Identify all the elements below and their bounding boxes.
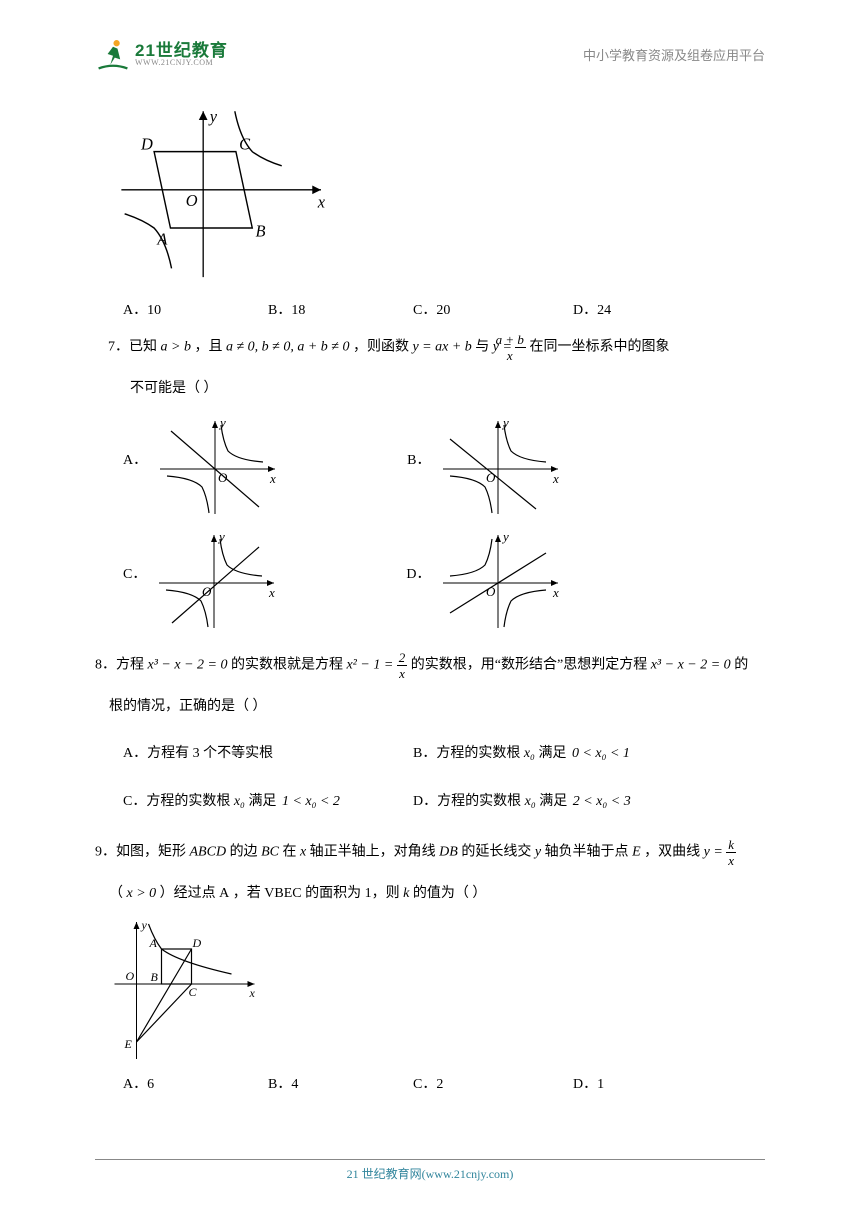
svg-text:A: A	[149, 936, 158, 950]
q9-C: C．2	[413, 1073, 573, 1093]
q6-choice-B: B．18	[268, 299, 413, 319]
label-D: D	[140, 134, 153, 153]
svg-text:y: y	[501, 531, 509, 544]
q8-B: B．方程的实数根 x₀ 满足 0 < x₀ < 1	[413, 739, 630, 770]
q7-eq2n: a + b	[515, 333, 526, 348]
svg-text:C: C	[189, 985, 198, 999]
q9-figure: A D B C E O x y	[109, 916, 765, 1071]
header-right-text: 中小学教育资源及组卷应用平台	[583, 45, 765, 64]
svg-text:y: y	[501, 417, 509, 430]
q7-line2: 不可能是（ ）	[95, 374, 765, 405]
svg-text:y: y	[141, 918, 148, 932]
q8-num: 8．	[95, 658, 116, 673]
q8-C: C．方程的实数根 x₀ 满足 1 < x₀ < 2	[123, 787, 413, 818]
svg-text:O: O	[486, 584, 496, 599]
svg-text:O: O	[126, 969, 135, 983]
q7-t5: 在同一坐标系中的图象	[529, 340, 669, 355]
q7-eq2d: x	[515, 348, 526, 362]
label-x: x	[317, 192, 326, 211]
q8-A: A．方程有 3 个不等实根	[123, 739, 413, 770]
q7-t4: 与	[475, 340, 489, 355]
q7-eq1: y = ax + b	[412, 340, 471, 355]
label-A: A	[156, 229, 168, 248]
q7-B: B．	[407, 446, 430, 477]
q6-choices: A．10 B．18 C．20 D．24	[123, 299, 765, 319]
q7-num: 7．	[108, 340, 129, 355]
svg-text:x: x	[552, 585, 559, 600]
label-C: C	[239, 134, 251, 153]
q7-cond2: a ≠ 0, b ≠ 0, a + b ≠ 0	[226, 340, 350, 355]
svg-text:x: x	[269, 471, 276, 486]
label-y: y	[208, 108, 218, 126]
q7-A: A．	[123, 446, 147, 477]
svg-text:y: y	[217, 531, 225, 544]
q7-fig-C: O x y	[156, 531, 281, 631]
label-O: O	[186, 191, 198, 210]
q6-choice-C: C．20	[413, 299, 573, 319]
svg-text:E: E	[124, 1037, 133, 1051]
svg-text:B: B	[151, 970, 159, 984]
svg-text:y: y	[218, 417, 226, 430]
q9-B: B．4	[268, 1073, 413, 1093]
q9-D: D．1	[573, 1073, 604, 1093]
svg-text:x: x	[552, 471, 559, 486]
svg-text:x: x	[268, 585, 275, 600]
logo-sub-text: WWW.21CNJY.COM	[135, 59, 228, 67]
svg-text:O: O	[218, 470, 228, 485]
q7-t1: 已知	[129, 340, 157, 355]
q7-fig-D: O x y	[440, 531, 565, 631]
svg-text:O: O	[486, 470, 496, 485]
q7-t3: ，则函数	[353, 340, 409, 355]
logo: 21世纪教育 WWW.21CNJY.COM	[95, 36, 228, 72]
q7-t2: ，且	[194, 340, 222, 355]
q9: 9．如图，矩形 ABCD 的边 BC 在 x 轴正半轴上，对角线 DB 的延长线…	[95, 838, 765, 910]
svg-text:O: O	[202, 584, 212, 599]
q6-choice-D: D．24	[573, 299, 611, 319]
page-header: 21世纪教育 WWW.21CNJY.COM 中小学教育资源及组卷应用平台	[95, 30, 765, 78]
runner-icon	[95, 36, 131, 72]
svg-text:D: D	[192, 936, 202, 950]
q6-choice-A: A．10	[123, 299, 268, 319]
q7-fig-B: O x y	[440, 417, 565, 517]
q7-cond1: a > b	[161, 340, 191, 355]
footer: 21 世纪教育网(www.21cnjy.com)	[0, 1165, 860, 1182]
q7-D: D．	[406, 560, 430, 591]
q7: 7．已知 a > b ，且 a ≠ 0, b ≠ 0, a + b ≠ 0 ，则…	[95, 333, 765, 405]
q8-D: D．方程的实数根 x₀ 满足 2 < x₀ < 3	[413, 787, 631, 818]
q7-C: C．	[123, 560, 146, 591]
q7-fig-A: O x y	[157, 417, 282, 517]
q9-A: A．6	[123, 1073, 268, 1093]
svg-text:x: x	[249, 986, 256, 1000]
q8: 8．方程 x³ − x − 2 = 0 的实数根就是方程 x² − 1 = 2x…	[95, 651, 765, 818]
q9-choices: A．6 B．4 C．2 D．1	[123, 1073, 765, 1093]
footer-line	[95, 1159, 765, 1160]
logo-main-text: 21世纪教育	[135, 42, 228, 59]
q6-figure: D C A B O x y	[115, 108, 765, 293]
label-B: B	[256, 222, 266, 241]
